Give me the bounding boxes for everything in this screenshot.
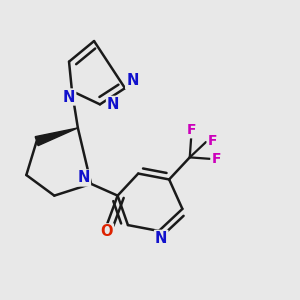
Text: F: F (212, 152, 221, 166)
Text: O: O (100, 224, 113, 239)
Text: N: N (107, 97, 119, 112)
Text: N: N (78, 170, 90, 185)
Polygon shape (35, 128, 78, 146)
Text: N: N (63, 89, 75, 104)
Text: F: F (187, 123, 196, 137)
Text: N: N (126, 73, 139, 88)
Text: F: F (208, 134, 217, 148)
Text: N: N (155, 231, 167, 246)
